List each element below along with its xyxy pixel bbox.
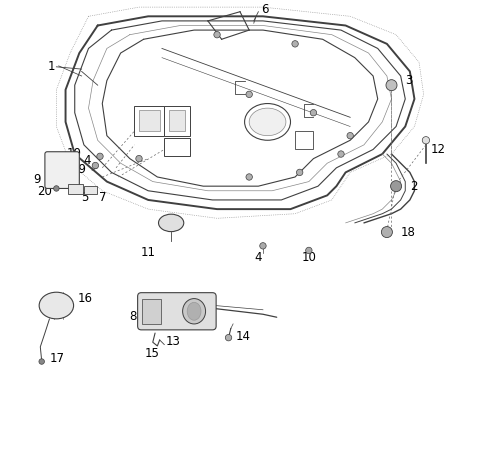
Text: 15: 15	[144, 347, 159, 360]
Text: 10: 10	[67, 147, 82, 160]
Circle shape	[386, 80, 397, 91]
Circle shape	[422, 137, 430, 144]
Bar	[164, 106, 190, 136]
Text: 11: 11	[141, 246, 156, 259]
Text: 8: 8	[129, 310, 137, 323]
Text: 5: 5	[82, 191, 89, 204]
Circle shape	[54, 186, 59, 191]
Circle shape	[246, 91, 252, 98]
Text: 17: 17	[49, 352, 64, 365]
Circle shape	[391, 181, 402, 192]
Bar	[169, 110, 185, 131]
Ellipse shape	[249, 108, 286, 136]
Ellipse shape	[158, 214, 184, 232]
Text: 13: 13	[166, 335, 180, 348]
Circle shape	[306, 247, 312, 254]
Circle shape	[260, 243, 266, 249]
Ellipse shape	[182, 299, 205, 324]
Circle shape	[310, 110, 317, 116]
Text: 2: 2	[410, 180, 417, 193]
Text: 16: 16	[78, 292, 93, 305]
Ellipse shape	[245, 104, 290, 140]
Ellipse shape	[39, 292, 73, 319]
Bar	[142, 299, 161, 324]
Circle shape	[246, 174, 252, 180]
Text: 3: 3	[405, 74, 413, 87]
Circle shape	[214, 31, 220, 38]
Bar	[164, 138, 190, 156]
Text: 7: 7	[99, 191, 107, 204]
Circle shape	[225, 334, 232, 341]
Text: 20: 20	[37, 185, 52, 198]
Text: 19: 19	[71, 163, 86, 175]
Circle shape	[338, 151, 344, 157]
Circle shape	[39, 359, 45, 364]
Ellipse shape	[187, 302, 201, 320]
Text: 4: 4	[84, 154, 91, 167]
Text: 4: 4	[254, 251, 262, 264]
Text: 18: 18	[401, 225, 416, 238]
Circle shape	[382, 226, 393, 238]
Text: 14: 14	[235, 330, 251, 343]
Text: 1: 1	[47, 60, 55, 73]
Text: 12: 12	[431, 143, 445, 156]
Circle shape	[292, 41, 298, 47]
FancyBboxPatch shape	[138, 293, 216, 330]
Text: 6: 6	[261, 3, 268, 16]
Bar	[68, 184, 83, 194]
Circle shape	[92, 163, 98, 169]
Circle shape	[136, 156, 142, 162]
Circle shape	[297, 169, 303, 175]
Bar	[84, 186, 97, 194]
Text: 9: 9	[33, 173, 40, 186]
Bar	[134, 106, 164, 136]
FancyBboxPatch shape	[45, 152, 79, 188]
Circle shape	[347, 132, 353, 139]
Text: 10: 10	[301, 251, 316, 264]
Bar	[295, 131, 313, 150]
Bar	[139, 110, 160, 131]
Circle shape	[97, 153, 103, 160]
